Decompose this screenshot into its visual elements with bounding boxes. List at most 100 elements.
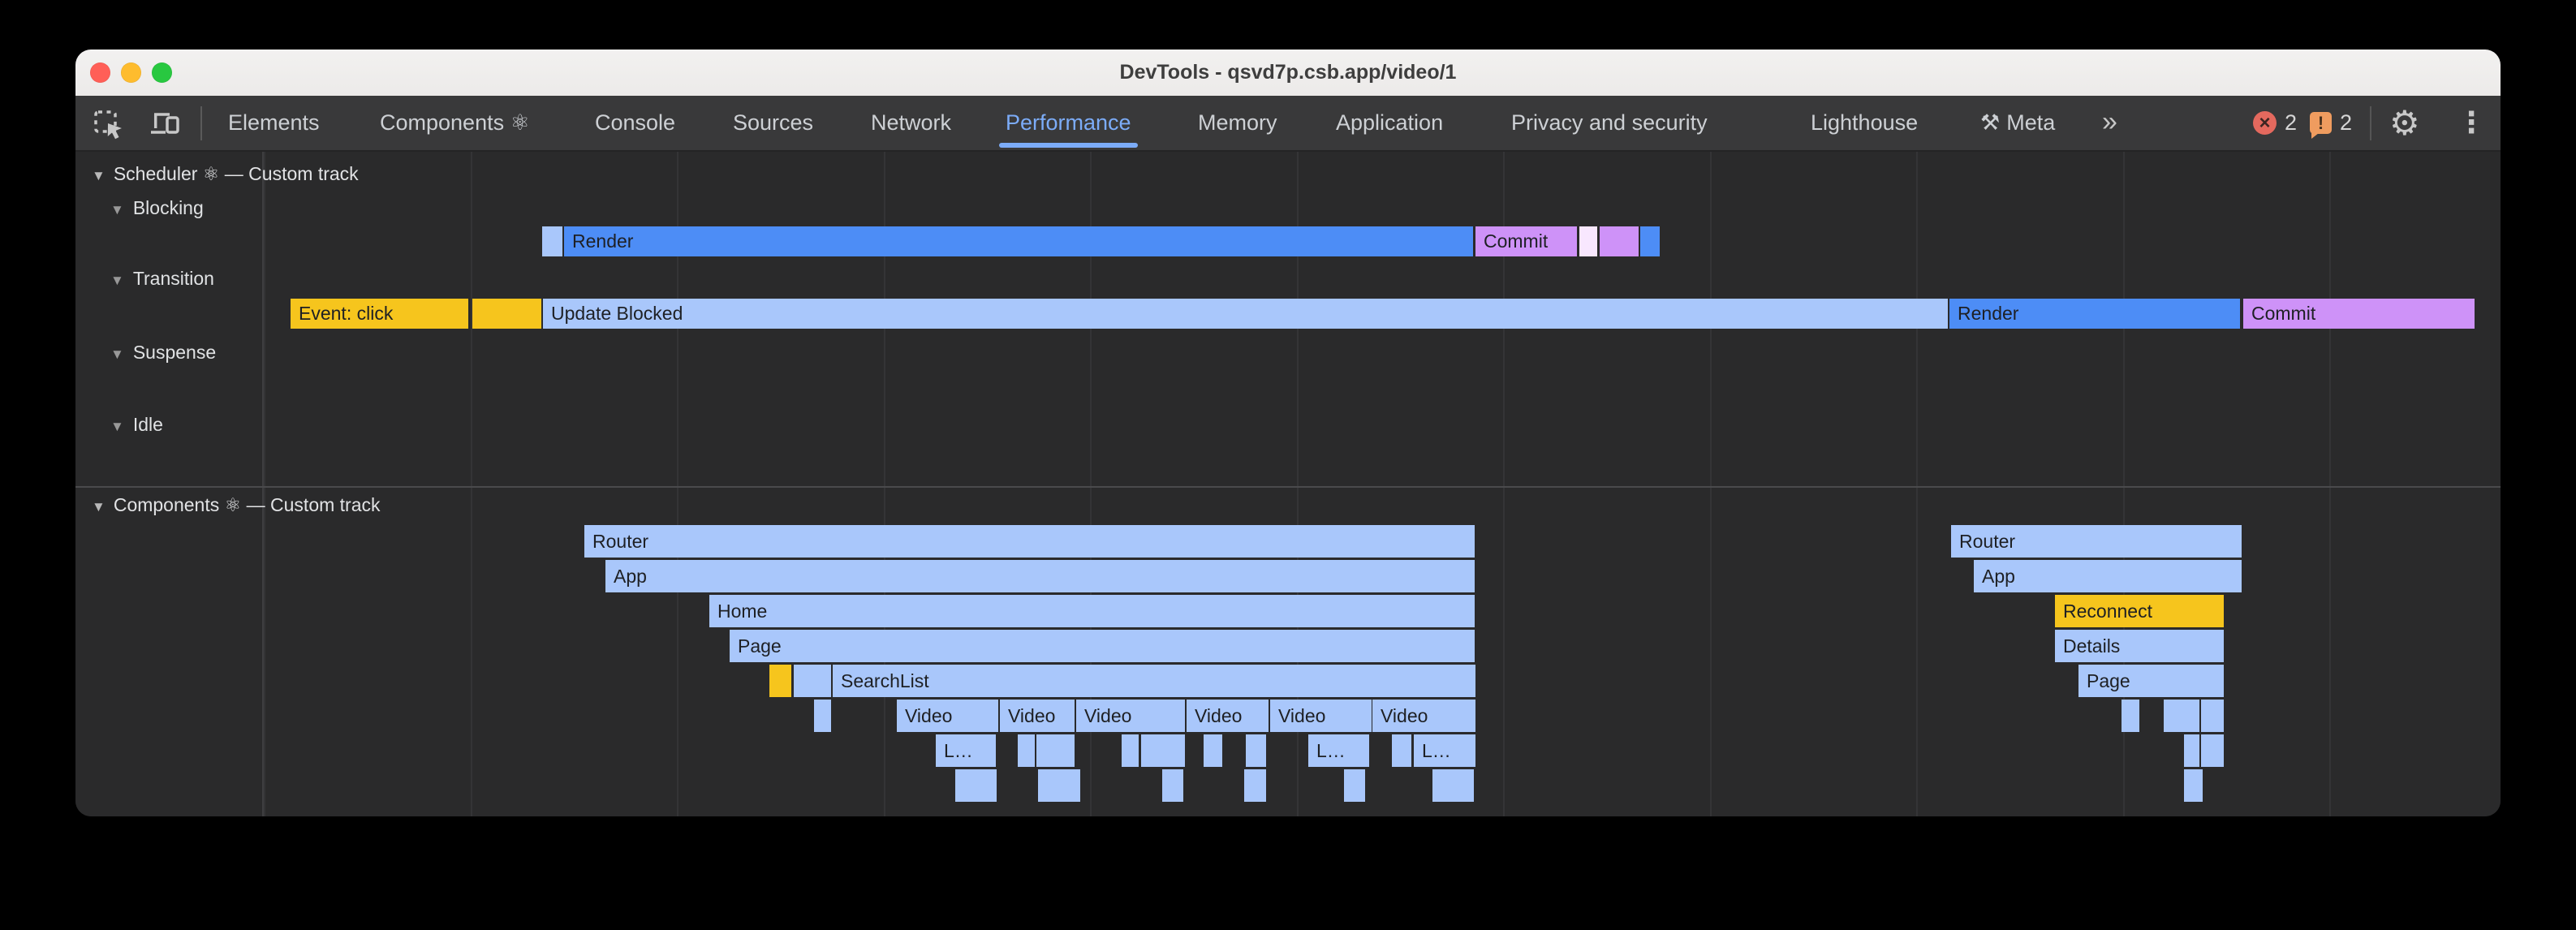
flame-bar-render[interactable]: Render [1949, 299, 2240, 329]
gridline [677, 152, 678, 816]
collapse-triangle-icon: ▼ [92, 499, 106, 515]
track-label-gutter-border [262, 152, 264, 816]
gridline [471, 152, 472, 816]
error-badge-icon[interactable]: × [2253, 111, 2277, 135]
gridline [1710, 152, 1712, 816]
performance-panel: ▼ Scheduler ⚛ — Custom track ▼ Components ⚛… [75, 152, 2501, 816]
inspect-element-icon[interactable] [91, 106, 127, 142]
tab-memory[interactable]: Memory [1198, 110, 1277, 135]
minimize-window-button[interactable] [121, 62, 141, 83]
flame-bar-video[interactable]: Video [1187, 700, 1269, 732]
flame-bar[interactable] [1246, 734, 1266, 767]
tab-privacy-and-security[interactable]: Privacy and security [1511, 110, 1708, 135]
tools-icon: ⚒ [1980, 110, 2001, 135]
gridline [1916, 152, 1918, 816]
device-toolbar-icon[interactable] [148, 106, 183, 142]
flame-bar[interactable] [2201, 734, 2224, 767]
close-window-button[interactable] [90, 62, 110, 83]
flame-bar[interactable] [1392, 734, 1411, 767]
flame-bar-commit[interactable]: Commit [2243, 299, 2475, 329]
flame-bar[interactable] [1600, 226, 1639, 256]
flame-bar-reconnect[interactable]: Reconnect [2055, 595, 2224, 627]
tab-performance[interactable]: Performance [999, 96, 1138, 150]
warning-count: 2 [2340, 110, 2353, 135]
flame-bar-details[interactable]: Details [2055, 630, 2224, 662]
flame-bar[interactable] [1344, 769, 1365, 802]
collapse-triangle-icon: ▼ [110, 347, 124, 362]
more-options-icon[interactable]: ⋮ [2457, 105, 2486, 139]
settings-gear-icon[interactable]: ⚙ [2389, 104, 2420, 142]
lane-label-idle[interactable]: ▼ Idle [110, 414, 163, 435]
flame-bar[interactable] [1038, 769, 1080, 802]
lane-label-transition[interactable]: ▼ Transition [110, 268, 214, 289]
collapse-triangle-icon: ▼ [110, 419, 124, 434]
devtools-window: DevTools - qsvd7p.csb.app/video/1 Elemen… [75, 50, 2501, 816]
flame-bar[interactable] [2201, 700, 2224, 732]
flame-bar-event-click[interactable]: Event: click [291, 299, 468, 329]
tab-sources[interactable]: Sources [733, 110, 814, 135]
flame-bar-video[interactable]: Video [1076, 700, 1185, 732]
window-title: DevTools - qsvd7p.csb.app/video/1 [1119, 61, 1457, 84]
flame-bar-update-blocked[interactable]: Update Blocked [543, 299, 1948, 329]
warning-badge-icon[interactable]: ! [2310, 112, 2332, 139]
tab-network[interactable]: Network [871, 110, 952, 135]
tab-console[interactable]: Console [595, 110, 676, 135]
lane-label-blocking[interactable]: ▼ Blocking [110, 197, 204, 218]
toolbar-separator [200, 106, 202, 140]
lane-label-suspense[interactable]: ▼ Suspense [110, 342, 217, 363]
flame-bar[interactable] [2164, 700, 2199, 732]
more-tabs-icon[interactable]: » [2102, 106, 2117, 137]
flame-bar-app[interactable]: App [1974, 560, 2242, 592]
tab-application[interactable]: Application [1336, 110, 1444, 135]
flame-bar-searchlist[interactable]: SearchList [833, 665, 1475, 697]
zoom-window-button[interactable] [152, 62, 172, 83]
tab-lighthouse[interactable]: Lighthouse [1811, 110, 1919, 135]
flame-bar-video[interactable]: Video [1270, 700, 1372, 732]
tab-meta[interactable]: ⚒ Meta [1980, 110, 2056, 135]
flame-bar[interactable] [1204, 734, 1222, 767]
flame-bar[interactable] [1162, 769, 1183, 802]
flame-bar[interactable] [1018, 734, 1035, 767]
flame-bar[interactable] [814, 700, 831, 732]
flame-bar-video[interactable]: Video [1000, 700, 1075, 732]
flame-bar[interactable] [955, 769, 997, 802]
gridline [884, 152, 885, 816]
track-separator [75, 486, 2501, 488]
tab-components[interactable]: Components ⚛ [380, 110, 530, 135]
flame-bar-app[interactable]: App [605, 560, 1475, 592]
window-titlebar: DevTools - qsvd7p.csb.app/video/1 [75, 50, 2501, 97]
flame-bar-l[interactable]: L… [1414, 734, 1475, 767]
track-header-components[interactable]: ▼ Components ⚛ — Custom track [92, 494, 381, 515]
flame-bar-commit[interactable]: Commit [1475, 226, 1577, 256]
flame-bar-page[interactable]: Page [730, 630, 1475, 662]
flame-bar[interactable] [769, 665, 791, 697]
track-header-scheduler[interactable]: ▼ Scheduler ⚛ — Custom track [92, 163, 359, 184]
flame-bar-l[interactable]: L… [1308, 734, 1369, 767]
flame-bar[interactable] [1122, 734, 1139, 767]
flame-bar[interactable] [2184, 769, 2203, 802]
flame-bar-video[interactable]: Video [897, 700, 998, 732]
gridline [2329, 152, 2331, 816]
flame-bar-page[interactable]: Page [2078, 665, 2224, 697]
tab-elements[interactable]: Elements [228, 110, 320, 135]
flame-bar[interactable] [1244, 769, 1266, 802]
flame-bar[interactable] [1036, 734, 1075, 767]
flame-bar[interactable] [1432, 769, 1474, 802]
flame-bar-video[interactable]: Video [1372, 700, 1475, 732]
flame-bar[interactable] [1640, 226, 1660, 256]
flame-bar[interactable] [2122, 700, 2139, 732]
gridline [1503, 152, 1505, 816]
badge-separator [2370, 106, 2371, 140]
flame-bar[interactable] [794, 665, 831, 697]
flame-bar[interactable] [1141, 734, 1185, 767]
gridline [264, 152, 265, 816]
flame-bar[interactable] [542, 226, 562, 256]
flame-bar[interactable] [1579, 226, 1597, 256]
flame-bar-home[interactable]: Home [709, 595, 1475, 627]
flame-bar-router[interactable]: Router [1951, 525, 2242, 558]
flame-bar[interactable] [2184, 734, 2199, 767]
flame-bar[interactable] [472, 299, 541, 329]
flame-bar-router[interactable]: Router [584, 525, 1475, 558]
flame-bar-l[interactable]: L… [936, 734, 996, 767]
flame-bar-render[interactable]: Render [564, 226, 1473, 256]
